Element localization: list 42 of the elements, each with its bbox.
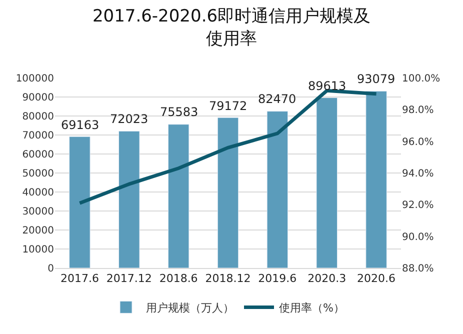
bar bbox=[266, 111, 288, 268]
bar bbox=[168, 124, 190, 268]
data-label: 79172 bbox=[209, 99, 248, 113]
y-tick-label: 40000 bbox=[22, 188, 54, 198]
data-label: 89613 bbox=[308, 79, 346, 93]
data-label: 82470 bbox=[258, 92, 296, 106]
y2-tick-label: 100.0% bbox=[402, 74, 440, 84]
x-tick-label: 2018.12 bbox=[205, 272, 251, 286]
y-tick-label: 30000 bbox=[22, 206, 54, 218]
y2-tick-label: 94.0% bbox=[402, 168, 434, 180]
y-tick-label: 60000 bbox=[22, 150, 54, 160]
legend-label: 用户规模（万人） bbox=[146, 301, 234, 314]
x-tick-label: 2017.12 bbox=[106, 272, 152, 286]
y-tick-label: 100000 bbox=[16, 74, 54, 84]
legend-label: 使用率（%） bbox=[279, 301, 344, 314]
y2-tick-label: 90.0% bbox=[402, 232, 434, 243]
y-tick-label: 10000 bbox=[22, 244, 54, 256]
bar bbox=[366, 90, 387, 268]
x-tick-label: 2020.3 bbox=[308, 272, 346, 286]
bar bbox=[69, 136, 90, 268]
data-label: 75583 bbox=[160, 105, 198, 119]
x-tick-label: 2017.6 bbox=[60, 272, 99, 286]
y-tick-label: 70000 bbox=[22, 130, 54, 142]
data-label: 72023 bbox=[110, 112, 148, 126]
y-tick-label: 0 bbox=[48, 264, 54, 274]
x-tick-label: 2020.6 bbox=[357, 272, 396, 286]
y-tick-label: 20000 bbox=[22, 226, 54, 236]
bar bbox=[316, 97, 338, 268]
y2-tick-label: 98.0% bbox=[402, 105, 434, 116]
x-tick-label: 2019.6 bbox=[258, 272, 297, 286]
data-label: 69163 bbox=[61, 118, 100, 132]
y2-tick-label: 96.0% bbox=[402, 136, 434, 148]
bar bbox=[217, 117, 239, 268]
y-tick-label: 90000 bbox=[22, 92, 54, 104]
x-tick-label: 2018.6 bbox=[159, 272, 198, 286]
bar bbox=[118, 130, 140, 268]
y2-tick-label: 92.0% bbox=[402, 200, 434, 212]
data-label: 93079 bbox=[357, 72, 396, 86]
y-tick-label: 80000 bbox=[22, 112, 54, 122]
chart-title: 2017.6-2020.6即时通信用户规模及使用率 bbox=[92, 6, 371, 49]
y2-tick-label: 88.0% bbox=[402, 264, 434, 274]
y-tick-label: 50000 bbox=[22, 168, 54, 180]
